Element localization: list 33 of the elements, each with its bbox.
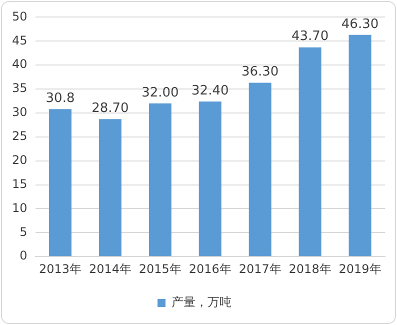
bar: [348, 34, 372, 256]
x-tick-label: 2018年: [288, 262, 332, 276]
x-tick-label: 2016年: [188, 262, 232, 276]
y-tick-label: 20: [12, 152, 28, 167]
x-tick-label: 2019年: [338, 262, 382, 276]
bar: [298, 47, 322, 256]
data-label: 36.30: [241, 64, 279, 80]
data-label: 30.8: [46, 91, 75, 106]
y-tick-label: 45: [12, 33, 28, 48]
x-tick-label: 2013年: [38, 262, 82, 276]
y-tick-label: 40: [12, 57, 28, 72]
bar: [198, 101, 222, 256]
x-tick-label: 2017年: [238, 262, 282, 276]
y-tick-label: 50: [12, 9, 28, 24]
data-label: 46.30: [341, 16, 379, 32]
data-label: 43.70: [291, 29, 329, 44]
bar: [49, 109, 72, 256]
legend-label: 产量，万吨: [172, 295, 232, 310]
y-tick-label: 10: [12, 200, 28, 215]
y-tick-label: 15: [12, 176, 28, 191]
y-tick-label: 30: [12, 105, 28, 120]
data-label: 28.70: [92, 101, 129, 116]
data-label: 32.00: [142, 85, 179, 100]
y-tick-label: 5: [20, 224, 28, 239]
y-tick-label: 35: [12, 81, 28, 96]
x-tick-label: 2014年: [88, 262, 132, 276]
data-label: 32.40: [192, 83, 229, 98]
bar: [148, 103, 172, 256]
y-tick-label: 0: [20, 248, 28, 263]
y-tick-label: 25: [12, 129, 28, 144]
x-tick-label: 2015年: [138, 262, 182, 276]
bar: [98, 119, 122, 256]
bar: [248, 82, 272, 256]
